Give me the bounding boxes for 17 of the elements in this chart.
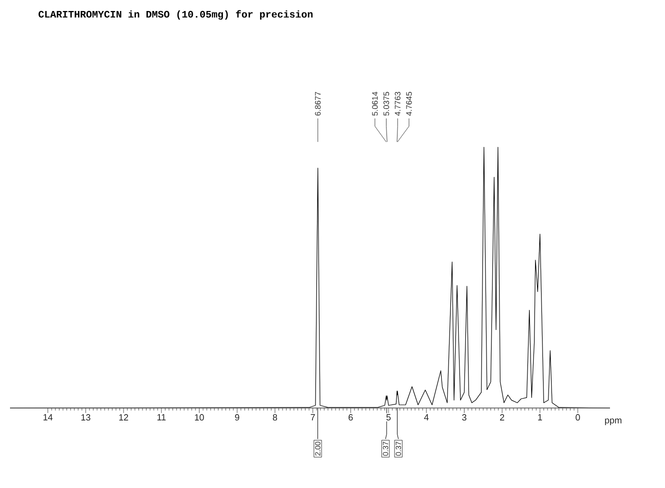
x-tick-label: 7 [310, 414, 315, 420]
x-tick-label: 4 [424, 414, 429, 420]
x-tick-label: 10 [194, 414, 204, 421]
x-tick-label: 2 [500, 414, 504, 420]
x-tick-label: 8 [272, 414, 278, 421]
x-tick-label: 12 [119, 414, 128, 420]
x-tick-label: 0 [576, 414, 580, 421]
x-tick-label: 14 [44, 414, 53, 420]
x-tick-label: 3 [462, 414, 466, 421]
x-tick-label: 6 [348, 414, 353, 421]
x-tick-label: 13 [81, 414, 90, 421]
x-axis-title: ppm [605, 418, 622, 426]
chart-title: CLARITHROMYCIN in DMSO (10.05mg) for precision [38, 10, 313, 20]
x-tick-label: 1 [538, 414, 542, 420]
x-tick-label: 5 [386, 414, 391, 420]
x-tick-label: 9 [235, 414, 240, 421]
x-tick-label: 11 [157, 414, 166, 420]
